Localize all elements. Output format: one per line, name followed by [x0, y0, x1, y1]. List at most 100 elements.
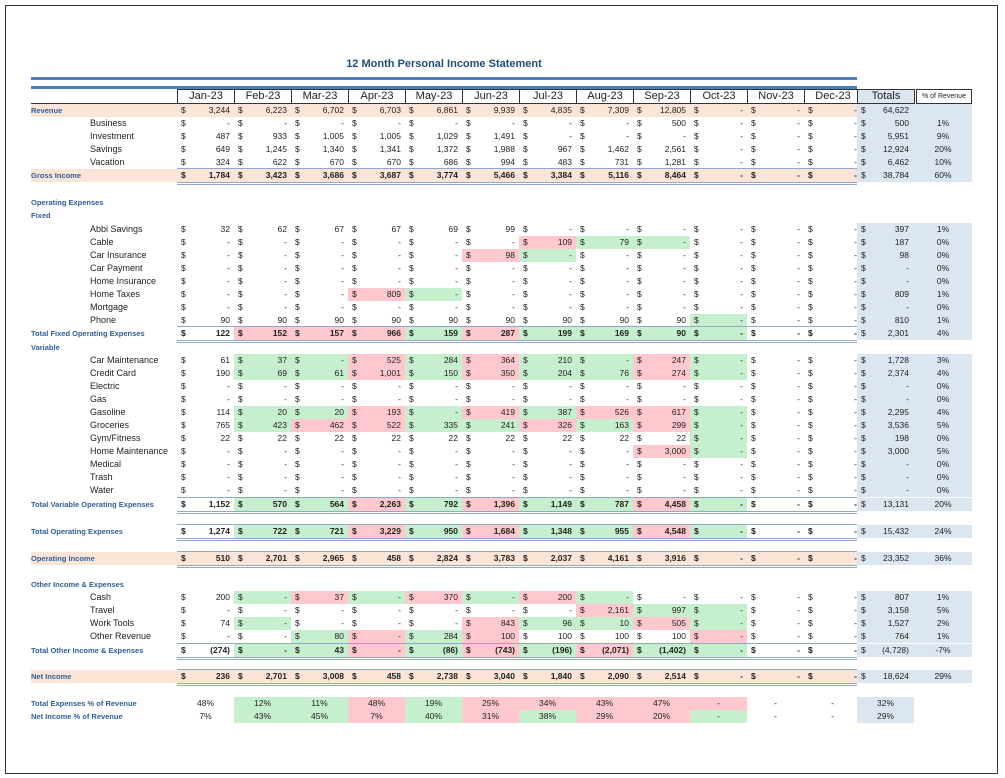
cell-value: 163	[614, 420, 629, 430]
currency-symbol: $	[295, 499, 300, 509]
cell-value: 193	[386, 407, 401, 417]
cell-dec-23: $ -	[804, 617, 861, 630]
row-label: Home Insurance	[90, 276, 157, 286]
currency-symbol: $	[694, 144, 699, 154]
cell-value: 287	[500, 328, 515, 338]
currency-symbol: $	[181, 645, 186, 655]
cell-value: -	[398, 459, 401, 469]
cell-value: 364	[500, 355, 515, 365]
cell-dec-23: $ -	[804, 249, 861, 262]
pct-of-revenue: 1%	[936, 592, 950, 602]
currency-symbol: $	[861, 355, 866, 365]
currency-symbol: $	[637, 355, 642, 365]
currency-symbol: $	[694, 592, 699, 602]
cell-mar-23: 45%	[291, 710, 348, 723]
cell-sep-23: $8,464	[633, 169, 690, 182]
row-label: Other Revenue	[90, 631, 152, 641]
cell-value: 22	[562, 433, 572, 443]
cell-value: -	[284, 118, 287, 128]
pct-of-revenue: 3%	[936, 355, 950, 365]
cell-feb-23: $622	[234, 156, 291, 169]
currency-symbol: $	[637, 157, 642, 167]
cell-feb-23: $ -	[234, 236, 291, 249]
pct-of-revenue: 5%	[936, 446, 950, 456]
cell-jun-23: $ -	[462, 484, 519, 497]
cell-feb-23: $722	[234, 525, 291, 538]
currency-symbol: $	[295, 671, 300, 681]
row-gas: Gas $ - $ - $ - $ - $ - $ - $ - $ - $ - $ - $ - $ - $ -0%	[31, 393, 972, 406]
cell-sep-23: $4,458	[633, 498, 690, 511]
cell-value: 37	[277, 355, 287, 365]
cell-value: -	[284, 618, 287, 628]
currency-symbol: $	[295, 368, 300, 378]
cell-value: 1,372	[436, 144, 458, 154]
currency-symbol: $	[694, 485, 699, 495]
currency-symbol: $	[637, 631, 642, 641]
cell-value: -	[341, 472, 344, 482]
currency-symbol: $	[181, 105, 186, 115]
cell-oct-23: $ -	[690, 367, 747, 380]
currency-symbol: $	[751, 250, 756, 260]
currency-symbol: $	[409, 499, 414, 509]
cell-may-23: $6,861	[405, 104, 462, 117]
cell-apr-23: $3,687	[348, 169, 405, 182]
currency-symbol: $	[238, 289, 243, 299]
cell-oct-23: $ -	[690, 262, 747, 275]
row-label: Groceries	[90, 420, 130, 430]
currency-symbol: $	[238, 459, 243, 469]
cell-mar-23: $67	[291, 223, 348, 236]
cell-totals: $18,624 29%	[857, 670, 972, 683]
cell-may-23: $90	[405, 314, 462, 327]
cell-value: -	[683, 485, 686, 495]
cell-value: -	[797, 144, 800, 154]
cell-sep-23: $500	[633, 117, 690, 130]
currency-symbol: $	[409, 250, 414, 260]
row-label: Credit Card	[90, 368, 137, 378]
title-rule-bottom	[31, 86, 857, 89]
cell-value: -	[455, 472, 458, 482]
cell-dec-23: $ -	[804, 354, 861, 367]
cell-jun-23: $287	[462, 327, 519, 340]
cell-value: 67	[334, 224, 344, 234]
cell-jan-23: $765	[177, 419, 234, 432]
currency-symbol: $	[637, 328, 642, 338]
currency-symbol: $	[861, 157, 866, 167]
row-savings: Savings $649 $1,245 $1,340 $1,341 $1,372 $1,98…	[31, 143, 972, 156]
cell-jun-23: $99	[462, 223, 519, 236]
currency-symbol: $	[466, 276, 471, 286]
row-revenue: Revenue $3,244 $6,223 $6,702 $6,703 $6,861 $9,…	[31, 104, 972, 117]
currency-symbol: $	[637, 605, 642, 615]
currency-symbol: $	[523, 381, 528, 391]
cell-jan-23: $ -	[177, 117, 234, 130]
cell-value: -	[284, 485, 287, 495]
currency-symbol: $	[861, 237, 866, 247]
currency-symbol: $	[238, 157, 243, 167]
cell-value: 966	[386, 328, 401, 338]
cell-apr-23: $ -	[348, 117, 405, 130]
cell-value: 1,684	[493, 526, 515, 536]
row-gross-income: Gross Income $1,784 $3,423 $3,686 $3,687 $3,7…	[31, 168, 972, 185]
cell-mar-23: $ -	[291, 354, 348, 367]
cell-value: 649	[215, 144, 230, 154]
cell-apr-23: $ -	[348, 484, 405, 497]
cell-value: 150	[443, 368, 458, 378]
row-label: Car Insurance	[90, 250, 147, 260]
row-label: Mortgage	[90, 302, 129, 312]
cell-value: -	[626, 485, 629, 495]
currency-symbol: $	[352, 144, 357, 154]
cell-jun-23: $ (743)	[462, 644, 519, 657]
currency-symbol: $	[352, 459, 357, 469]
currency-symbol: $	[238, 605, 243, 615]
cell-may-23: $ -	[405, 458, 462, 471]
cell-sep-23: $ -	[633, 223, 690, 236]
cell-jan-23: $1,274	[177, 525, 234, 538]
cell-value: -	[854, 433, 857, 443]
cell-value: -	[854, 485, 857, 495]
cell-value: -	[854, 131, 857, 141]
currency-symbol: $	[808, 553, 813, 563]
currency-symbol: $	[580, 499, 585, 509]
currency-symbol: $	[580, 605, 585, 615]
cell-value: 90	[448, 315, 458, 325]
cell-value: 1,149	[550, 499, 572, 509]
cell-totals: $64,622	[857, 104, 972, 117]
